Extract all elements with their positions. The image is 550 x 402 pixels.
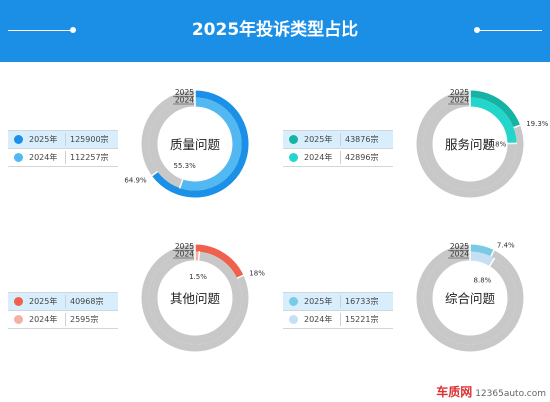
ring-year-label: 2024 — [175, 96, 194, 105]
legend-divider — [340, 313, 341, 326]
legend-table: 2025年 125900宗 2024年 112257宗 — [8, 130, 118, 167]
legend-row: 2024年 42896宗 — [283, 149, 393, 167]
legend-swatch — [289, 297, 298, 306]
legend-row: 2024年 2595宗 — [8, 311, 118, 329]
share-label: 64.9% — [124, 177, 147, 185]
ring-segment — [469, 97, 517, 144]
legend-swatch — [14, 135, 23, 144]
chart-panel: 2025年 40968宗 2024年 2595宗 2025 2024 其他问题 18% 1.5% — [0, 228, 270, 388]
legend-divider — [340, 133, 341, 146]
ring-separator — [236, 274, 245, 280]
ring-year-label: 2025 — [450, 242, 469, 251]
watermark-site: 12365auto.com — [475, 389, 546, 399]
chart-panel: 2025年 16733宗 2024年 15221宗 2025 2024 综合问题 7.4% 8.… — [275, 228, 545, 388]
legend-divider — [65, 151, 66, 164]
donut-hole — [158, 261, 232, 335]
legend-table: 2025年 16733宗 2024年 15221宗 — [283, 292, 393, 329]
share-label: 7.4% — [497, 241, 515, 249]
watermark: 车质网 12365auto.com — [436, 383, 546, 400]
donut-center-label: 服务问题 — [445, 137, 496, 152]
legend-count: 42896宗 — [345, 153, 379, 162]
legend-swatch — [289, 135, 298, 144]
legend-row: 2024年 15221宗 — [283, 311, 393, 329]
chart-panel: 2025年 43876宗 2024年 42896宗 2025 2024 服务问题 19.3% 2… — [275, 66, 549, 226]
ring-segment — [179, 97, 242, 191]
legend-divider — [65, 133, 66, 146]
donut-center-label: 综合问题 — [445, 291, 496, 306]
donut-hole — [158, 107, 232, 181]
legend-divider — [340, 151, 341, 164]
legend-year: 2025年 — [304, 297, 333, 306]
legend-swatch — [14, 153, 23, 162]
header-banner: 2025年投诉类型占比 — [0, 0, 550, 62]
ring-year-label: 2024 — [450, 96, 469, 105]
legend-row: 2025年 43876宗 — [283, 130, 393, 149]
legend-year: 2024年 — [29, 315, 58, 324]
page-title: 2025年投诉类型占比 — [191, 20, 359, 40]
ring-year-label: 2025 — [175, 88, 194, 97]
ring-separator — [512, 124, 521, 129]
header-dot-left — [70, 27, 76, 33]
legend-row: 2025年 125900宗 — [8, 130, 118, 149]
share-label: 8.8% — [474, 276, 492, 284]
watermark-brand: 车质网 — [436, 385, 473, 399]
legend-year: 2024年 — [29, 153, 58, 162]
donut-hole — [433, 107, 507, 181]
ring-year-label: 2024 — [175, 250, 194, 259]
legend-count: 16733宗 — [345, 297, 379, 306]
ring-segment — [469, 251, 495, 267]
ring-year-label: 2025 — [450, 88, 469, 97]
legend-count: 2595宗 — [70, 315, 99, 324]
legend-count: 112257宗 — [70, 153, 109, 162]
header-dot-right — [474, 27, 480, 33]
ring-separator — [151, 170, 159, 177]
legend-year: 2024年 — [304, 315, 333, 324]
legend-row: 2024年 112257宗 — [8, 149, 118, 167]
legend-divider — [65, 295, 66, 308]
legend-swatch — [289, 153, 298, 162]
legend-count: 40968宗 — [70, 297, 104, 306]
legend-swatch — [14, 315, 23, 324]
ring-segment — [194, 244, 244, 279]
donut-center-label: 其他问题 — [170, 291, 221, 306]
share-label: 24.8% — [484, 141, 507, 149]
ring-segment — [151, 90, 249, 198]
legend-divider — [340, 295, 341, 308]
header-line-right — [480, 30, 542, 31]
ring-year-label: 2024 — [450, 250, 469, 259]
legend-row: 2025年 40968宗 — [8, 292, 118, 311]
legend-swatch — [289, 315, 298, 324]
header-line-left — [8, 30, 70, 31]
share-label: 18% — [249, 269, 265, 277]
donut-center-label: 质量问题 — [170, 137, 221, 152]
share-label: 19.3% — [526, 120, 549, 128]
legend-year: 2025年 — [304, 135, 333, 144]
share-label: 1.5% — [189, 273, 207, 281]
legend-table: 2025年 43876宗 2024年 42896宗 — [283, 130, 393, 167]
legend-row: 2025年 16733宗 — [283, 292, 393, 311]
legend-year: 2025年 — [29, 297, 58, 306]
ring-separator — [489, 249, 495, 258]
ring-separator — [197, 251, 201, 262]
legend-year: 2025年 — [29, 135, 58, 144]
legend-count: 43876宗 — [345, 135, 379, 144]
chart-panel: 2025年 125900宗 2024年 112257宗 2025 2024 质量问题 64.9… — [0, 66, 270, 226]
legend-year: 2024年 — [304, 153, 333, 162]
share-label: 55.3% — [174, 162, 197, 170]
legend-swatch — [14, 297, 23, 306]
ring-year-label: 2025 — [175, 242, 194, 251]
legend-divider — [65, 313, 66, 326]
legend-table: 2025年 40968宗 2024年 2595宗 — [8, 292, 118, 329]
donut-hole — [433, 261, 507, 335]
ring-segment — [469, 90, 521, 128]
ring-separator — [488, 257, 496, 267]
ring-separator — [178, 178, 184, 189]
legend-count: 125900宗 — [70, 135, 109, 144]
legend-count: 15221宗 — [345, 315, 379, 324]
